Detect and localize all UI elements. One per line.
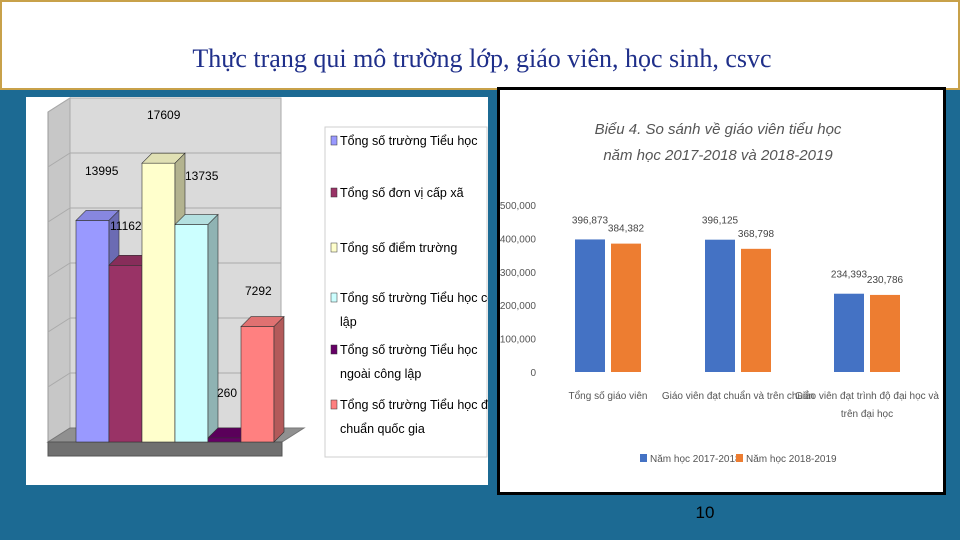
chart2-ytick-label: 400,000: [500, 234, 536, 245]
chart1-gridline-side: [47, 207, 71, 223]
chart2-ytick-label: 200,000: [500, 301, 536, 312]
chart1-bar-front: [75, 220, 110, 443]
chart1-legend-label: Tổng số đơn vị cấp xã: [340, 186, 464, 200]
chart1-legend-label: lập: [340, 315, 357, 329]
chart1-value-label: 13995: [85, 164, 119, 178]
chart2-data-label: 368,798: [738, 229, 775, 240]
page-number: 10: [695, 503, 715, 522]
chart1-value-label: 17609: [147, 108, 181, 122]
chart1-gridline-side: [47, 317, 71, 333]
chart1-bar-front: [207, 437, 242, 443]
chart1-value-label: 7292: [245, 284, 272, 298]
chart1-bar-side: [207, 213, 219, 443]
school-statistics-3d-bar-chart: 13995 11162 17609 13735 260 7292 Tổng số trườn…: [46, 97, 508, 458]
chart2-data-label: 234,393: [831, 270, 868, 281]
chart1-bar-front: [174, 224, 209, 443]
chart1-legend-label: Tổng số điểm trường: [340, 241, 457, 255]
chart2-data-label: 396,873: [572, 215, 609, 226]
chart2-bar-2017-2018: [834, 293, 864, 372]
chart1-value-label: 11162: [110, 219, 142, 233]
chart1-legend-label: Tổng số trường Tiểu học công: [340, 291, 488, 305]
chart1-legend-swatch: [330, 344, 338, 355]
school-statistics-chart-panel: 13995 11162 17609 13735 260 7292 Tổng số trườn…: [26, 97, 508, 485]
chart1-value-label: 260: [217, 386, 237, 400]
chart1-legend-swatch: [330, 292, 338, 303]
chart2-data-label: 230,786: [867, 275, 904, 286]
chart2-legend-swatch: [736, 454, 743, 462]
chart2-bar-2018-2019: [870, 294, 900, 372]
chart1-floor-edge: [47, 441, 283, 457]
chart2-data-label: 384,382: [608, 224, 645, 235]
chart1-gridline-side: [47, 97, 71, 113]
teacher-comparison-chart-panel: Biểu 4. So sánh về giáo viên tiểu học năm…: [497, 87, 946, 495]
chart1-legend-label: ngoài công lập: [340, 367, 421, 381]
chart2-data-label: 396,125: [702, 216, 739, 227]
chart2-title: Biểu 4. So sánh về giáo viên tiểu học: [595, 121, 842, 138]
chart2-category-label: trên đại học: [841, 409, 893, 420]
teacher-comparison-bar-chart: Biểu 4. So sánh về giáo viên tiểu học năm…: [500, 121, 940, 465]
chart2-bar-2018-2019: [611, 243, 641, 372]
slide-title: Thực trạng qui mô trường lớp, giáo viên,…: [192, 44, 772, 73]
chart2-bar-2017-2018: [575, 239, 605, 372]
chart1-legend-swatch: [330, 187, 338, 198]
chart1-bar-front: [240, 326, 275, 443]
chart1-legend-swatch: [330, 399, 338, 410]
chart1-gridline-side: [47, 372, 71, 388]
chart2-ytick-label: 0: [530, 368, 536, 379]
chart1-legend-swatch: [330, 135, 338, 146]
chart2-category-label: Giáo viên đạt trình độ đại học và: [795, 391, 939, 402]
chart2-legend-swatch: [640, 454, 647, 462]
chart1-legend-label: chuẩn quốc gia: [340, 422, 425, 436]
chart1-bar-front: [108, 264, 143, 443]
chart1-legend-swatch: [330, 242, 338, 253]
chart1-gridline-side: [47, 152, 71, 168]
chart2-category-label: Giáo viên đạt chuẩn và trên chuẩn: [662, 390, 814, 402]
chart1-gridline-side: [47, 262, 71, 278]
chart1-legend-box: [324, 126, 488, 458]
title-bar: Thực trạng qui mô trường lớp, giáo viên,…: [0, 0, 960, 90]
chart1-bar-front: [141, 162, 176, 443]
chart1-legend-label: Tổng số trường Tiểu học đạt: [340, 398, 488, 412]
chart1-bar-side: [273, 315, 285, 443]
chart2-legend-label: Năm học 2017-2018: [650, 454, 741, 465]
chart1-value-label: 13735: [185, 169, 219, 183]
chart1-bar: [240, 315, 285, 443]
chart1-bar: [174, 213, 219, 443]
chart2-category-label: Tổng số giáo viên: [569, 390, 648, 402]
chart2-title: năm học 2017-2018 và 2018-2019: [603, 147, 833, 164]
chart2-ytick-label: 300,000: [500, 268, 536, 279]
chart2-bar-2018-2019: [741, 248, 771, 372]
chart1-legend-label: Tổng số trường Tiểu học: [340, 134, 477, 148]
chart2-legend-label: Năm học 2018-2019: [746, 454, 837, 465]
chart2-bar-2017-2018: [705, 239, 735, 372]
chart2-ytick-label: 500,000: [500, 201, 536, 212]
chart2-ytick-label: 100,000: [500, 335, 536, 346]
chart1-legend-label: Tổng số trường Tiểu học: [340, 343, 477, 357]
